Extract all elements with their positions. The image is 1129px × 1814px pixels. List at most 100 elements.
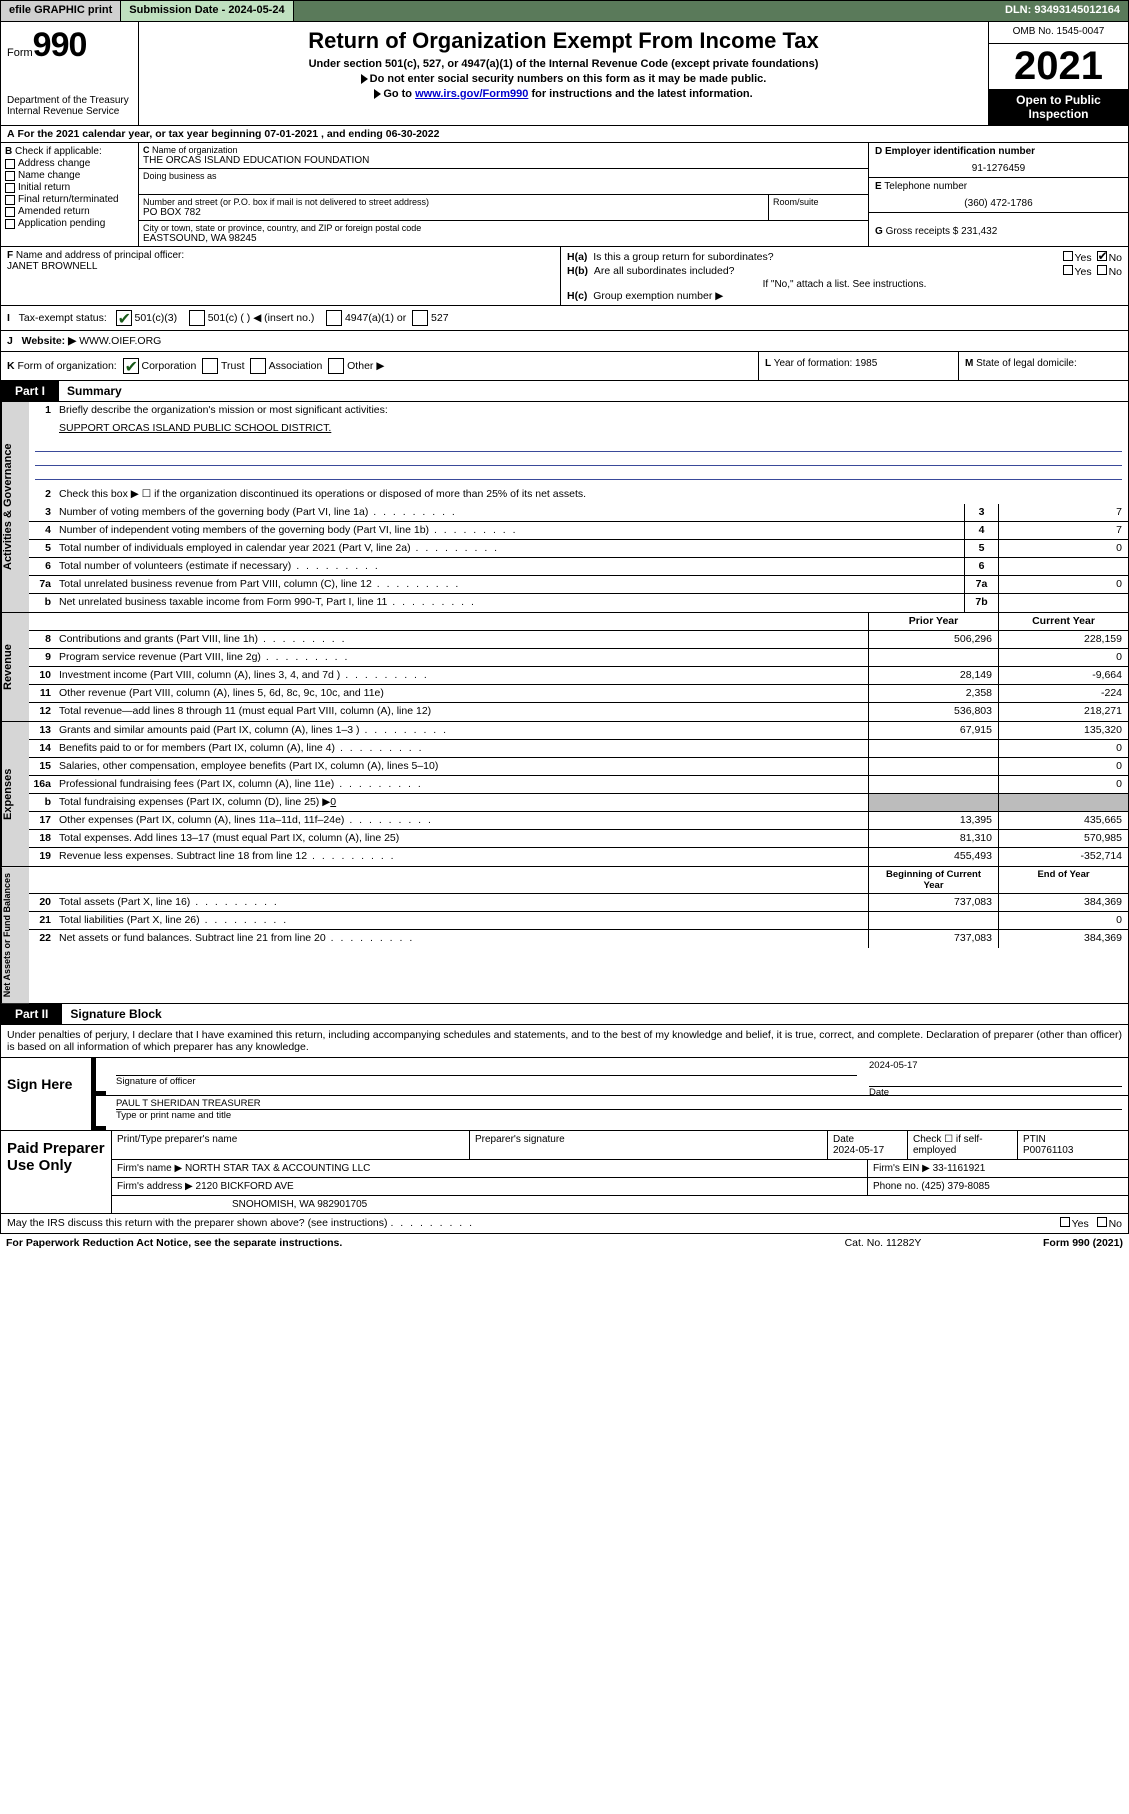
ha-yes[interactable] bbox=[1063, 251, 1073, 261]
hb-no[interactable] bbox=[1097, 265, 1107, 275]
rev-8-prior: 506,296 bbox=[868, 631, 998, 648]
telephone: (360) 472-1786 bbox=[875, 198, 1122, 209]
prep-date: 2024-05-17 bbox=[833, 1145, 884, 1156]
rev-9-prior bbox=[868, 649, 998, 666]
rev-12-current: 218,271 bbox=[998, 703, 1128, 721]
chk-527[interactable] bbox=[412, 310, 428, 326]
tax-year-range: For the 2021 calendar year, or tax year … bbox=[18, 128, 440, 140]
freeline-2 bbox=[35, 452, 1122, 466]
part-2-title: Signature Block bbox=[62, 1004, 169, 1024]
hb-yes[interactable] bbox=[1063, 265, 1073, 275]
rev-11-current: -224 bbox=[998, 685, 1128, 702]
ein: 91-1276459 bbox=[875, 163, 1122, 174]
chk-other[interactable] bbox=[328, 358, 344, 374]
exp-19-current: -352,714 bbox=[998, 848, 1128, 866]
freeline-1 bbox=[35, 438, 1122, 452]
exp-18-current: 570,985 bbox=[998, 830, 1128, 847]
section-net-assets: Net Assets or Fund Balances Beginning of… bbox=[0, 867, 1129, 1004]
exp-14-prior bbox=[868, 740, 998, 757]
exp-13-current: 135,320 bbox=[998, 722, 1128, 739]
discuss-no[interactable] bbox=[1097, 1217, 1107, 1227]
row-f-h: F Name and address of principal officer:… bbox=[0, 247, 1129, 306]
chk-association[interactable] bbox=[250, 358, 266, 374]
chk-application-pending[interactable] bbox=[5, 219, 15, 229]
chk-501c[interactable] bbox=[189, 310, 205, 326]
exp-15-prior bbox=[868, 758, 998, 775]
form-note-ssn: Do not enter social security numbers on … bbox=[145, 73, 982, 85]
na-21-boy bbox=[868, 912, 998, 929]
firm-name: NORTH STAR TAX & ACCOUNTING LLC bbox=[185, 1163, 370, 1174]
col-b-checkboxes: B Check if applicable: Address change Na… bbox=[1, 143, 139, 246]
corner-bracket-icon bbox=[92, 1058, 106, 1095]
chk-corporation[interactable] bbox=[123, 358, 139, 374]
dln-label: DLN: 93493145012164 bbox=[997, 1, 1128, 21]
org-name: THE ORCAS ISLAND EDUCATION FOUNDATION bbox=[143, 155, 864, 166]
pra-notice: For Paperwork Reduction Act Notice, see … bbox=[6, 1237, 783, 1249]
chk-address-change[interactable] bbox=[5, 159, 15, 169]
val-7a: 0 bbox=[998, 576, 1128, 593]
part-1-header: Part I Summary bbox=[0, 381, 1129, 402]
sign-date: 2024-05-17 bbox=[869, 1060, 1122, 1071]
corner-bracket-icon bbox=[92, 1096, 106, 1130]
chk-name-change[interactable] bbox=[5, 171, 15, 181]
form-subtitle: Under section 501(c), 527, or 4947(a)(1)… bbox=[145, 58, 982, 70]
page-footer: For Paperwork Reduction Act Notice, see … bbox=[0, 1234, 1129, 1252]
sidetab-expenses: Expenses bbox=[1, 722, 29, 866]
chk-501c3[interactable] bbox=[116, 310, 132, 326]
perjury-statement: Under penalties of perjury, I declare th… bbox=[0, 1025, 1129, 1057]
dept-treasury: Department of the Treasury bbox=[7, 95, 132, 106]
header-middle: Return of Organization Exempt From Incom… bbox=[139, 22, 988, 125]
chk-final-return[interactable] bbox=[5, 195, 15, 205]
cat-no: Cat. No. 11282Y bbox=[783, 1237, 983, 1249]
val-7b bbox=[998, 594, 1128, 612]
sidetab-activities: Activities & Governance bbox=[1, 402, 29, 612]
discuss-row: May the IRS discuss this return with the… bbox=[0, 1214, 1129, 1234]
val-3: 7 bbox=[998, 504, 1128, 521]
row-a: A For the 2021 calendar year, or tax yea… bbox=[0, 126, 1129, 143]
na-22-eoy: 384,369 bbox=[998, 930, 1128, 948]
paid-preparer-label: Paid Preparer Use Only bbox=[1, 1131, 111, 1213]
row-i: I Tax-exempt status: 501(c)(3) 501(c) ( … bbox=[0, 306, 1129, 331]
exp-16b-shade2 bbox=[998, 794, 1128, 811]
chk-self-employed[interactable]: Check ☐ if self-employed bbox=[908, 1131, 1018, 1159]
exp-16a-current: 0 bbox=[998, 776, 1128, 793]
part-2-tab: Part II bbox=[1, 1004, 62, 1024]
website: WWW.OIEF.ORG bbox=[79, 335, 161, 347]
row-k-l-m: K Form of organization: Corporation Trus… bbox=[0, 352, 1129, 381]
paid-preparer-block: Paid Preparer Use Only Print/Type prepar… bbox=[0, 1131, 1129, 1214]
col-d-right: D Employer identification number 91-1276… bbox=[868, 143, 1128, 246]
exp-16b-val: 0 bbox=[330, 796, 336, 808]
col-c-org-info: C Name of organization THE ORCAS ISLAND … bbox=[139, 143, 868, 246]
header-grid: B Check if applicable: Address change Na… bbox=[0, 143, 1129, 247]
col-prior-year: Prior Year bbox=[868, 613, 998, 630]
firm-phone: (425) 379-8085 bbox=[921, 1181, 989, 1192]
val-6 bbox=[998, 558, 1128, 575]
org-city: EASTSOUND, WA 98245 bbox=[143, 233, 864, 244]
rev-10-current: -9,664 bbox=[998, 667, 1128, 684]
firm-address-1: 2120 BICKFORD AVE bbox=[196, 1181, 294, 1192]
triangle-icon bbox=[374, 89, 381, 99]
open-to-public: Open to Public Inspection bbox=[989, 89, 1128, 125]
irs-link[interactable]: www.irs.gov/Form990 bbox=[415, 88, 528, 100]
exp-18-prior: 81,310 bbox=[868, 830, 998, 847]
form-number: Form990 bbox=[7, 26, 132, 65]
exp-14-current: 0 bbox=[998, 740, 1128, 757]
val-4: 7 bbox=[998, 522, 1128, 539]
part-1-title: Summary bbox=[59, 381, 130, 401]
exp-13-prior: 67,915 bbox=[868, 722, 998, 739]
na-20-eoy: 384,369 bbox=[998, 894, 1128, 911]
exp-16a-prior bbox=[868, 776, 998, 793]
tax-year: 2021 bbox=[989, 44, 1128, 89]
ha-no[interactable] bbox=[1097, 251, 1107, 261]
chk-trust[interactable] bbox=[202, 358, 218, 374]
exp-16b-shade1 bbox=[868, 794, 998, 811]
discuss-yes[interactable] bbox=[1060, 1217, 1070, 1227]
rev-12-prior: 536,803 bbox=[868, 703, 998, 721]
efile-print-button[interactable]: efile GRAPHIC print bbox=[1, 1, 121, 21]
sidetab-revenue: Revenue bbox=[1, 613, 29, 721]
officer-name: JANET BROWNELL bbox=[7, 261, 97, 272]
chk-initial-return[interactable] bbox=[5, 183, 15, 193]
chk-amended-return[interactable] bbox=[5, 207, 15, 217]
col-current-year: Current Year bbox=[998, 613, 1128, 630]
chk-4947[interactable] bbox=[326, 310, 342, 326]
